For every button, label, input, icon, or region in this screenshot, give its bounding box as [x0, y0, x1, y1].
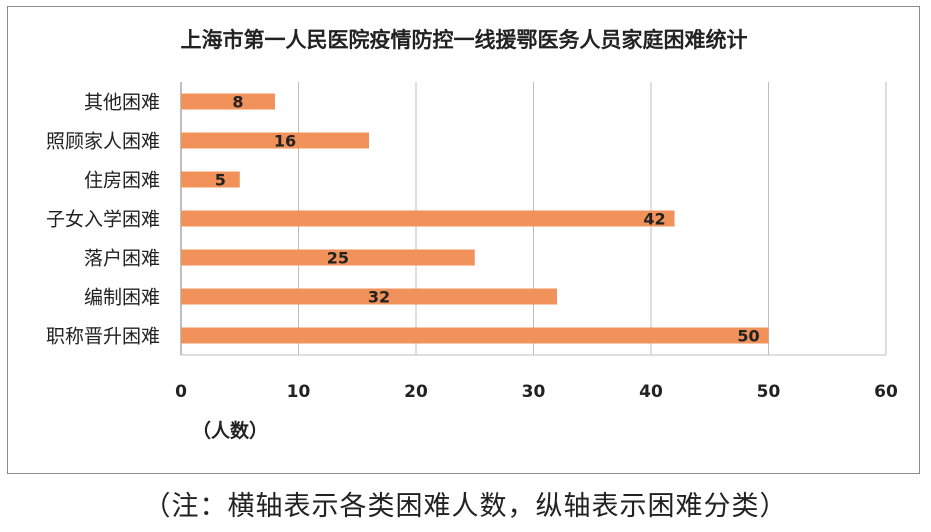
- bar: [181, 132, 369, 149]
- data-label: 16: [274, 132, 296, 151]
- x-axis-label: （人数）: [192, 419, 268, 442]
- bar: [181, 327, 769, 344]
- category-label: 住房困难: [84, 170, 160, 192]
- data-label: 5: [215, 171, 226, 190]
- x-tick-label: 50: [757, 382, 781, 402]
- x-tick-labels: 0 10 20 30 40 50 60: [175, 382, 898, 402]
- bar: [181, 93, 275, 110]
- x-tick-label: 30: [522, 382, 546, 402]
- chart-frame: [7, 6, 920, 474]
- x-tick-label: 40: [639, 382, 663, 402]
- category-label: 照顾家人困难: [46, 131, 160, 153]
- bar: [181, 210, 675, 227]
- footnote: （注：横轴表示各类困难人数，纵轴表示困难分类）: [143, 491, 788, 522]
- x-tick-label: 10: [287, 382, 311, 402]
- data-label: 25: [327, 249, 349, 268]
- data-label: 50: [737, 327, 759, 346]
- bars: [181, 93, 769, 344]
- category-label: 职称晋升困难: [46, 326, 160, 348]
- category-label: 落户困难: [84, 248, 160, 270]
- category-label: 子女入学困难: [46, 209, 160, 231]
- category-label: 编制困难: [84, 287, 160, 309]
- bar: [181, 249, 475, 266]
- grid-lines: [180, 82, 887, 356]
- data-label: 42: [643, 210, 665, 229]
- x-tick-label: 20: [404, 382, 428, 402]
- category-label: 其他困难: [84, 92, 160, 114]
- bar: [181, 171, 240, 188]
- x-tick-label: 0: [175, 382, 187, 402]
- bar: [181, 288, 557, 305]
- chart-title: 上海市第一人民医院疫情防控一线援鄂医务人员家庭困难统计: [181, 28, 748, 52]
- data-label: 32: [368, 288, 390, 307]
- data-labels: 8 16 5 42 25 32 50: [215, 93, 760, 346]
- data-label: 8: [232, 93, 243, 112]
- x-tick-label: 60: [874, 382, 898, 402]
